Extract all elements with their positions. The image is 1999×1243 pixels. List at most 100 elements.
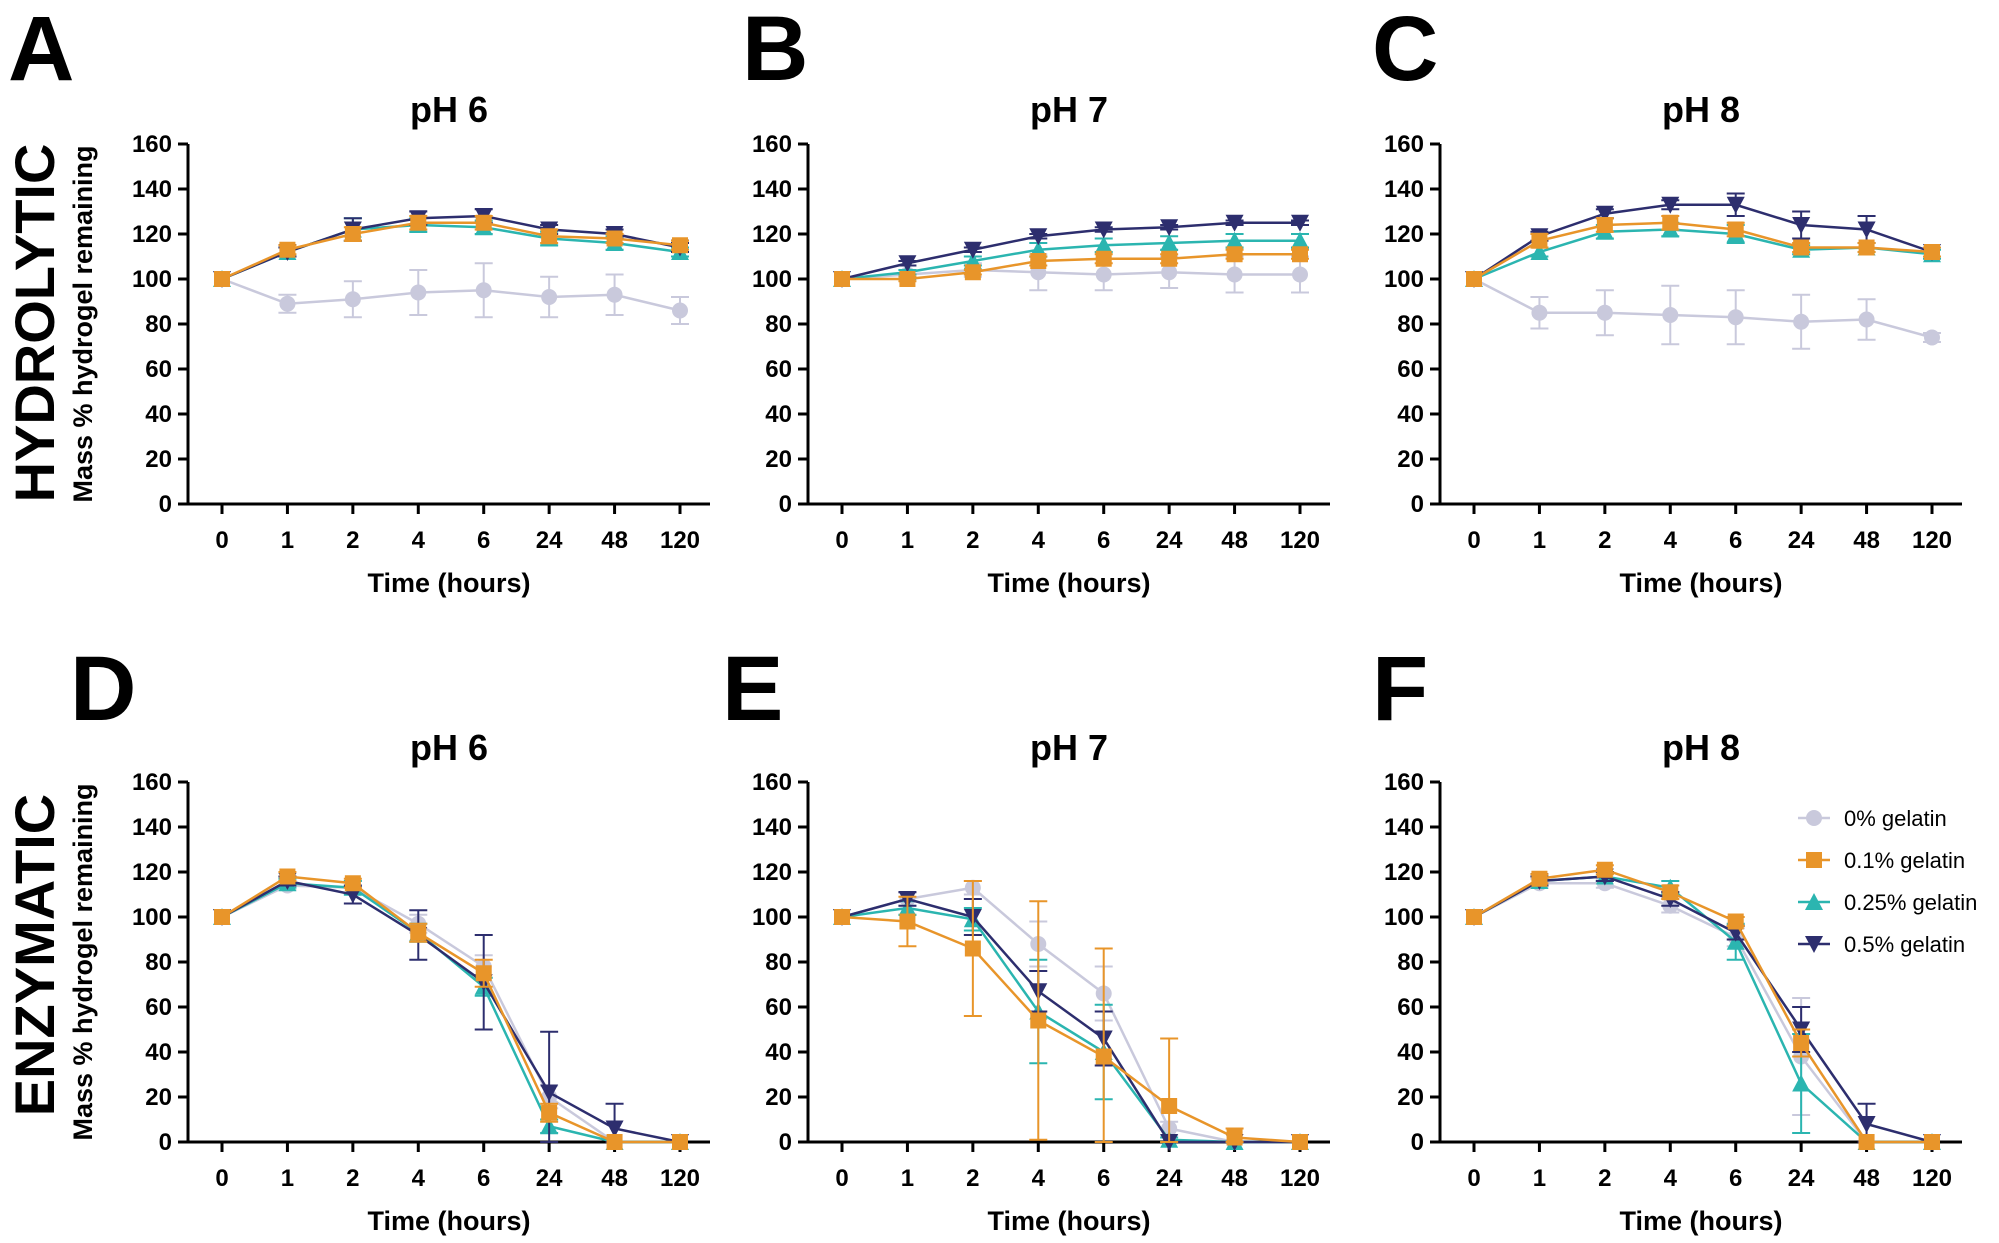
x-tick-label: 0: [835, 1165, 848, 1192]
data-point: [475, 282, 492, 299]
data-point: [1291, 214, 1309, 232]
series-line: [221, 884, 680, 1144]
x-tick-label: 1: [901, 1165, 914, 1192]
y-tick-label: 80: [145, 949, 172, 976]
legend-label: 0.1% gelatin: [1844, 848, 1965, 873]
panel-title: pH 7: [1030, 89, 1108, 130]
data-point: [1226, 266, 1243, 283]
y-tick-label: 120: [132, 221, 172, 248]
x-tick-label: 120: [1912, 527, 1952, 554]
panel-title: pH 6: [410, 89, 488, 130]
panel-letter: A: [8, 0, 74, 100]
data-point: [1727, 309, 1744, 326]
x-tick-label: 2: [346, 1165, 359, 1192]
legend-item: 0.1% gelatin: [1798, 848, 1965, 873]
x-tick-label: 4: [1032, 1165, 1046, 1192]
x-tick-label: 48: [1853, 1165, 1880, 1192]
x-tick-label: 1: [281, 527, 294, 554]
data-point: [1161, 264, 1178, 281]
data-point: [1160, 219, 1179, 237]
data-point: [1291, 231, 1309, 249]
data-point: [1292, 266, 1308, 283]
data-point: [1793, 1035, 1810, 1051]
data-point: [279, 295, 296, 312]
y-tick-label: 80: [1397, 311, 1424, 338]
y-tick-label: 100: [1384, 904, 1424, 931]
data-point: [1531, 870, 1548, 887]
x-tick-label: 48: [1221, 527, 1248, 554]
panel-letter: D: [70, 638, 136, 740]
y-tick-label: 60: [765, 994, 792, 1021]
series-0-1-gelatin: [834, 880, 1308, 1150]
data-point: [1094, 236, 1113, 254]
y-tick-label: 20: [765, 446, 792, 473]
series-0-gelatin: [214, 262, 689, 325]
data-point: [1662, 214, 1679, 231]
data-point: [1858, 239, 1875, 256]
x-tick-label: 0: [835, 527, 848, 554]
y-tick-label: 60: [1397, 356, 1424, 383]
y-tick-label: 40: [1397, 1039, 1424, 1066]
x-tick-label: 6: [477, 1165, 490, 1192]
panel-title: pH 7: [1030, 727, 1108, 768]
data-point: [1094, 221, 1113, 239]
x-axis-title: Time (hours): [1619, 1206, 1782, 1236]
series-0-gelatin: [1466, 271, 1941, 350]
legend-marker: [1806, 810, 1822, 826]
x-tick-label: 4: [412, 527, 426, 554]
y-tick-label: 100: [752, 904, 792, 931]
data-point: [1095, 266, 1112, 283]
data-point: [899, 913, 916, 930]
y-tick-label: 40: [765, 1039, 792, 1066]
data-point: [1924, 244, 1940, 260]
data-point: [214, 271, 230, 287]
x-tick-label: 24: [1156, 527, 1183, 554]
data-point: [1466, 909, 1482, 925]
x-tick-label: 6: [1729, 1165, 1742, 1192]
y-tick-label: 160: [752, 769, 792, 796]
data-point: [1858, 311, 1875, 328]
series-0-25-gelatin: [213, 874, 689, 1150]
series-line: [1473, 875, 1933, 1144]
legend-label: 0% gelatin: [1844, 806, 1947, 831]
y-tick-label: 160: [752, 131, 792, 158]
data-point: [1857, 1116, 1876, 1133]
y-tick-label: 40: [765, 401, 792, 428]
data-point: [672, 1134, 688, 1150]
data-point: [1029, 228, 1048, 246]
panel-title: pH 8: [1662, 89, 1740, 130]
y-tick-label: 140: [752, 814, 792, 841]
data-point: [834, 909, 850, 925]
data-point: [672, 237, 688, 254]
data-point: [1792, 1074, 1811, 1092]
data-point: [279, 241, 296, 258]
x-tick-label: 2: [966, 1165, 979, 1192]
legend-marker: [1805, 936, 1823, 953]
x-axis-title: Time (hours): [987, 568, 1150, 598]
data-point: [1225, 231, 1244, 249]
y-tick-label: 60: [145, 356, 172, 383]
y-tick-label: 100: [752, 266, 792, 293]
y-tick-label: 80: [1397, 949, 1424, 976]
x-tick-label: 48: [601, 527, 628, 554]
data-point: [1792, 217, 1811, 234]
series-0-5-gelatin: [833, 891, 1309, 1151]
series-line: [1473, 277, 1933, 339]
data-point: [1793, 239, 1810, 256]
x-axis-title: Time (hours): [987, 1206, 1150, 1236]
panel-title: pH 6: [410, 727, 488, 768]
y-tick-label: 20: [145, 446, 172, 473]
y-tick-label: 80: [765, 949, 792, 976]
data-point: [1793, 313, 1810, 330]
y-tick-label: 100: [132, 266, 172, 293]
data-point: [1161, 1098, 1178, 1114]
data-point: [541, 228, 558, 245]
legend-label: 0.5% gelatin: [1844, 932, 1965, 957]
panel-letter: C: [1372, 0, 1438, 100]
data-point: [475, 214, 492, 231]
data-point: [344, 226, 361, 242]
x-tick-label: 6: [1097, 1165, 1110, 1192]
y-tick-label: 0: [159, 1129, 172, 1156]
